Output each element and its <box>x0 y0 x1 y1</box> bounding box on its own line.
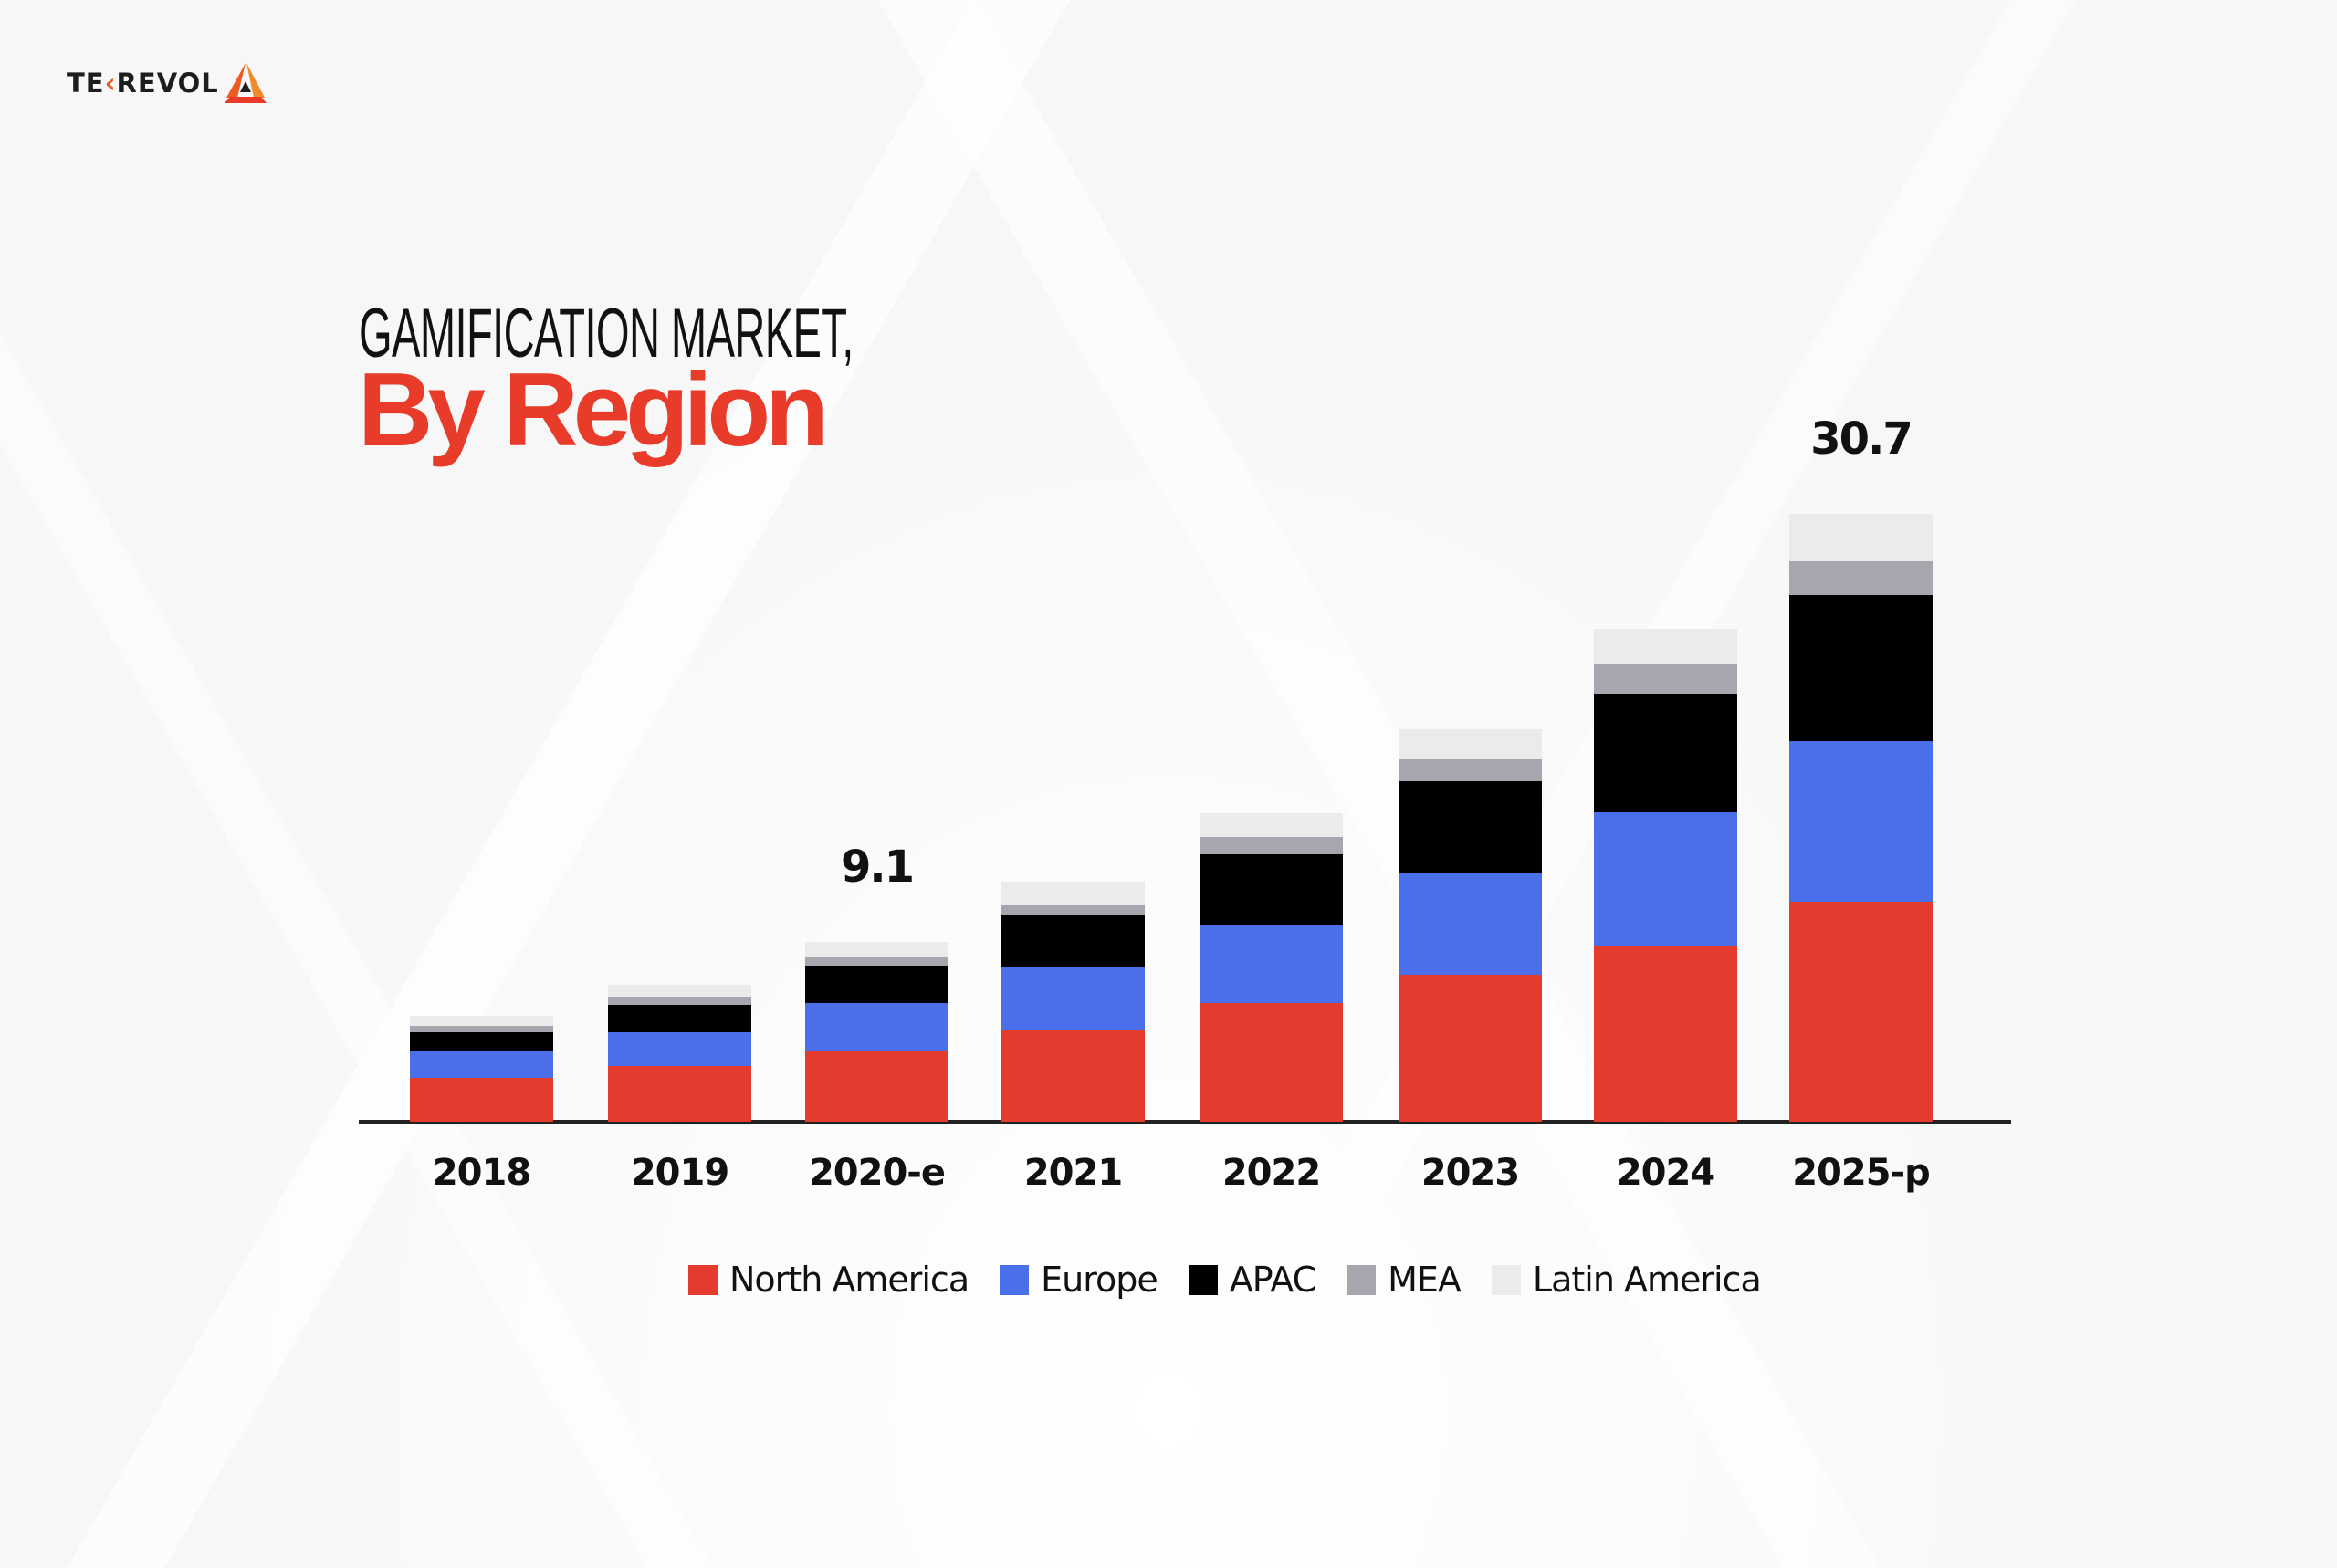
bar-segment-europe <box>1001 967 1145 1031</box>
legend-label: Europe <box>1041 1260 1158 1300</box>
bar-segment-mea <box>1594 664 1737 695</box>
legend-label: MEA <box>1388 1260 1462 1300</box>
bar-segment-apac <box>805 965 948 1003</box>
x-axis-label: 2020-e <box>808 1152 946 1194</box>
bar-segment-latin-america <box>1594 628 1737 664</box>
legend-label: Latin America <box>1532 1260 1762 1300</box>
x-axis-label: 2022 <box>1221 1152 1321 1194</box>
bar-segment-europe <box>1789 741 1933 903</box>
legend-item-mea: MEA <box>1347 1260 1462 1300</box>
bar-segment-europe <box>805 1002 948 1051</box>
bar-segment-latin-america <box>1001 882 1145 906</box>
bar-segment-europe <box>608 1032 751 1067</box>
bar-segment-mea <box>1200 836 1343 855</box>
bar-segment-north-america <box>1200 1002 1343 1122</box>
bar-segment-apac <box>1200 854 1343 926</box>
bar-segment-latin-america <box>1789 513 1933 561</box>
bar-segment-latin-america <box>608 985 751 998</box>
bar-segment-apac <box>1399 780 1542 873</box>
bar-segment-apac <box>1001 915 1145 967</box>
total-value-label: 30.7 <box>1810 413 1913 465</box>
legend-label: North America <box>729 1260 969 1300</box>
bar-segment-mea <box>608 997 751 1005</box>
bar-segment-mea <box>805 956 948 966</box>
x-axis-line <box>359 1120 2011 1124</box>
x-axis-label: 2021 <box>1023 1152 1123 1194</box>
bar-segment-north-america <box>1001 1030 1145 1122</box>
bar-segment-apac <box>608 1004 751 1033</box>
bar-2022 <box>1200 812 1343 1122</box>
bar-segment-north-america <box>410 1078 553 1122</box>
bar-segment-apac <box>1594 694 1737 813</box>
legend-swatch <box>1491 1264 1521 1295</box>
bar-2023 <box>1399 729 1542 1122</box>
legend-swatch <box>1000 1264 1030 1295</box>
x-axis-label: 2024 <box>1616 1152 1715 1194</box>
bar-segment-latin-america <box>410 1015 553 1026</box>
bar-segment-north-america <box>805 1050 948 1122</box>
bar-2020-e <box>805 941 948 1122</box>
x-axis-label: 2019 <box>630 1152 729 1194</box>
bar-2019 <box>608 985 751 1122</box>
bar-2025-p <box>1789 513 1933 1122</box>
bar-segment-mea <box>1789 560 1933 595</box>
legend-item-apac: APAC <box>1188 1260 1316 1300</box>
bar-segment-latin-america <box>1399 729 1542 759</box>
bar-segment-latin-america <box>1200 812 1343 837</box>
bar-segment-mea <box>1001 905 1145 916</box>
logo-wordmark: TE‹REVOL <box>67 68 219 99</box>
x-axis-label: 2023 <box>1420 1152 1520 1194</box>
bar-segment-apac <box>410 1032 553 1051</box>
chart-title: GAMIFICATION MARKET, <box>359 295 854 372</box>
chart-subtitle: By Region <box>358 352 829 468</box>
bar-segment-latin-america <box>805 941 948 957</box>
bar-segment-europe <box>1399 872 1542 976</box>
bar-2018 <box>410 1015 553 1122</box>
total-value-label: 9.1 <box>840 841 915 893</box>
legend-swatch <box>1347 1264 1377 1295</box>
bar-segment-europe <box>1200 925 1343 1003</box>
bar-segment-europe <box>1594 812 1737 946</box>
bar-segment-apac <box>1789 594 1933 742</box>
bar-segment-mea <box>410 1025 553 1033</box>
bar-segment-mea <box>1399 758 1542 781</box>
bar-2024 <box>1594 628 1737 1122</box>
triangle-logo-icon <box>224 63 267 103</box>
x-axis-label: 2025-p <box>1792 1152 1931 1194</box>
brand-logo: TE‹REVOL <box>67 60 267 106</box>
bar-2021 <box>1001 882 1145 1122</box>
bar-segment-north-america <box>608 1066 751 1122</box>
bar-segment-north-america <box>1789 902 1933 1122</box>
legend-item-europe: Europe <box>1000 1260 1158 1300</box>
legend-item-north-america: North America <box>688 1260 969 1300</box>
bar-segment-north-america <box>1594 945 1737 1122</box>
x-axis-label: 2018 <box>432 1152 531 1194</box>
legend-swatch <box>1188 1264 1218 1295</box>
chart-legend: North America Europe APAC MEA Latin America <box>688 1260 1792 1300</box>
legend-swatch <box>688 1264 718 1295</box>
legend-label: APAC <box>1229 1260 1316 1300</box>
legend-item-latin-america: Latin America <box>1491 1260 1762 1300</box>
bar-segment-europe <box>410 1051 553 1079</box>
bar-segment-north-america <box>1399 975 1542 1122</box>
